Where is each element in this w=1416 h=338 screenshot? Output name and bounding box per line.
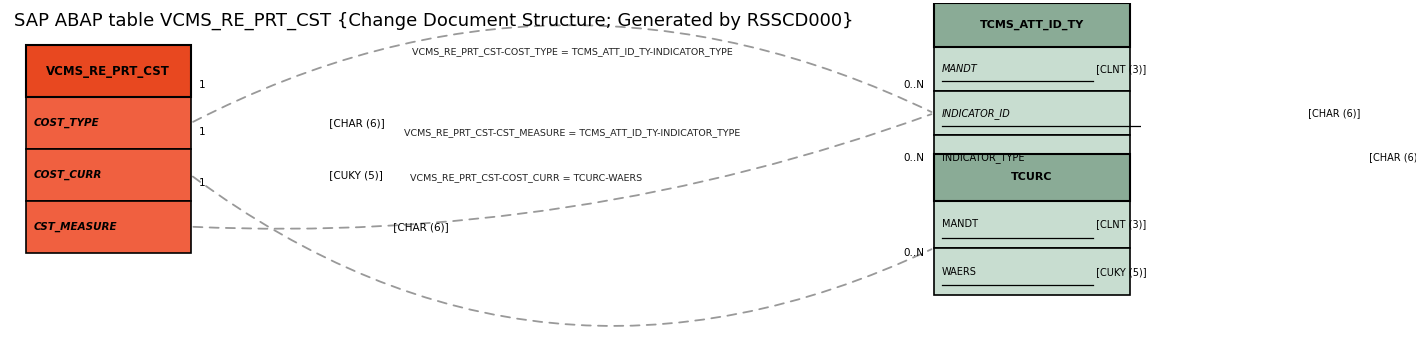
Text: VCMS_RE_PRT_CST-COST_CURR = TCURC-WAERS: VCMS_RE_PRT_CST-COST_CURR = TCURC-WAERS: [411, 173, 643, 183]
Text: [CUKY (5)]: [CUKY (5)]: [326, 170, 382, 180]
Text: [CLNT (3)]: [CLNT (3)]: [1093, 64, 1147, 74]
Text: INDICATOR_TYPE: INDICATOR_TYPE: [942, 152, 1025, 163]
Text: 1: 1: [198, 80, 205, 90]
Text: 1: 1: [198, 177, 205, 188]
Text: WAERS: WAERS: [942, 267, 977, 276]
Text: VCMS_RE_PRT_CST-COST_TYPE = TCMS_ATT_ID_TY-INDICATOR_TYPE: VCMS_RE_PRT_CST-COST_TYPE = TCMS_ATT_ID_…: [412, 47, 732, 56]
Bar: [25, 149, 191, 201]
Bar: [935, 3, 1130, 47]
Text: [CLNT (3)]: [CLNT (3)]: [1093, 219, 1147, 230]
Text: 0..N: 0..N: [903, 80, 925, 90]
Text: SAP ABAP table VCMS_RE_PRT_CST {Change Document Structure; Generated by RSSCD000: SAP ABAP table VCMS_RE_PRT_CST {Change D…: [14, 12, 854, 30]
Bar: [935, 153, 1130, 201]
Text: TCMS_ATT_ID_TY: TCMS_ATT_ID_TY: [980, 20, 1085, 30]
Text: 0..N: 0..N: [903, 153, 925, 163]
Text: 1: 1: [198, 127, 205, 137]
Text: COST_TYPE: COST_TYPE: [34, 118, 99, 128]
Text: TCURC: TCURC: [1011, 172, 1052, 182]
Text: [CHAR (6)]: [CHAR (6)]: [1306, 108, 1361, 118]
Bar: [25, 45, 191, 97]
Text: 0..N: 0..N: [903, 248, 925, 258]
Text: MANDT: MANDT: [942, 64, 977, 74]
Bar: [935, 47, 1130, 91]
Text: COST_CURR: COST_CURR: [34, 170, 102, 180]
Text: VCMS_RE_PRT_CST-CST_MEASURE = TCMS_ATT_ID_TY-INDICATOR_TYPE: VCMS_RE_PRT_CST-CST_MEASURE = TCMS_ATT_I…: [404, 128, 741, 137]
Bar: [935, 201, 1130, 248]
Bar: [25, 97, 191, 149]
Text: [CHAR (6)]: [CHAR (6)]: [326, 118, 384, 128]
Text: INDICATOR_ID: INDICATOR_ID: [942, 108, 1011, 119]
Bar: [935, 248, 1130, 295]
Text: MANDT: MANDT: [942, 219, 978, 230]
Text: [CUKY (5)]: [CUKY (5)]: [1093, 267, 1147, 276]
Bar: [935, 135, 1130, 179]
Bar: [25, 201, 191, 252]
Text: [CHAR (6)]: [CHAR (6)]: [391, 222, 449, 232]
Text: VCMS_RE_PRT_CST: VCMS_RE_PRT_CST: [47, 65, 170, 78]
Bar: [935, 91, 1130, 135]
Text: CST_MEASURE: CST_MEASURE: [34, 222, 118, 232]
Text: [CHAR (6)]: [CHAR (6)]: [1366, 152, 1416, 162]
